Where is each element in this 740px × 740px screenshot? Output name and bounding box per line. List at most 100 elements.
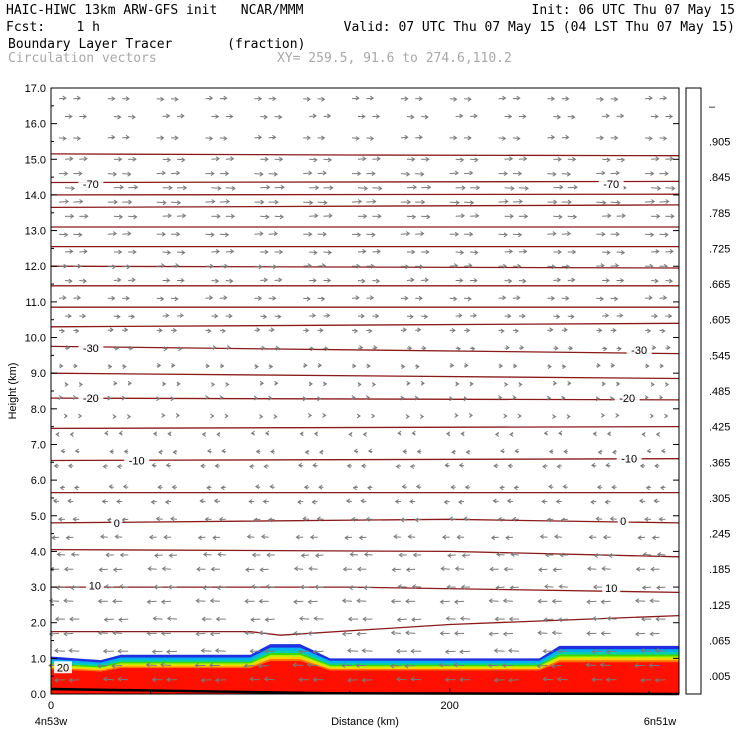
vector-arrowhead	[293, 566, 299, 572]
vector-arrowhead	[363, 213, 368, 219]
vector-arrowhead	[119, 552, 124, 558]
vector-arrow	[176, 251, 185, 254]
vector-arrowhead	[586, 566, 592, 572]
vector-arrowhead	[508, 248, 514, 254]
vector-arrowhead	[73, 363, 78, 369]
vector-arrowhead	[76, 136, 82, 141]
vector-arrowhead	[70, 551, 75, 557]
vector-arrowhead	[78, 382, 84, 387]
vector-arrowhead	[64, 199, 70, 204]
vector-arrowhead	[556, 114, 562, 120]
vector-arrowhead	[508, 156, 514, 162]
vector-arrowhead	[318, 484, 323, 490]
vector-arrowhead	[263, 464, 268, 469]
vector-arrowhead	[361, 648, 366, 654]
vector-arrow	[303, 172, 312, 175]
vector-arrowhead	[166, 677, 171, 683]
colorbar-frame	[685, 87, 702, 695]
vector-arrow	[244, 665, 255, 667]
vector-arrowhead	[329, 185, 334, 191]
vector-arrowhead	[469, 381, 474, 387]
vector-arrowhead	[542, 648, 547, 654]
vector-arrowhead	[166, 278, 171, 283]
vector-arrowhead	[116, 464, 122, 469]
vector-arrowhead	[398, 552, 403, 558]
vector-arrowhead	[272, 96, 277, 102]
vector-arrowhead	[508, 114, 513, 119]
vector-arrowhead	[460, 584, 465, 590]
vector-arrowhead	[312, 462, 317, 468]
vector-arrow	[351, 137, 359, 139]
vector-arrowhead	[550, 96, 556, 102]
vector-arrowhead	[551, 264, 556, 270]
vector-arrow	[293, 600, 304, 603]
vector-arrowhead	[371, 382, 377, 387]
vector-arrow	[454, 664, 465, 666]
vector-arrow	[170, 297, 178, 300]
vector-arrowhead	[254, 484, 260, 490]
vector-arrow	[496, 586, 505, 589]
colorbar-label: .245	[709, 529, 730, 541]
vector-arrowhead	[645, 485, 650, 491]
vector-arrowhead	[72, 516, 77, 522]
vector-arrowhead	[319, 327, 324, 333]
vector-arrowhead	[601, 381, 606, 387]
vector-arrowhead	[55, 585, 60, 591]
vector-arrowhead	[620, 157, 626, 163]
vector-arrow	[659, 97, 667, 100]
vector-arrow	[421, 116, 429, 118]
vector-arrowhead	[402, 449, 407, 455]
vector-arrowhead	[606, 250, 611, 256]
vector-arrowhead	[536, 663, 541, 669]
colorbar-label: .785	[709, 208, 730, 220]
vector-arrowhead	[502, 136, 507, 141]
colorbar-label: .665	[709, 279, 730, 291]
colorbar-label: .065	[709, 636, 730, 648]
vector-arrowhead	[171, 484, 176, 490]
vector-arrow	[665, 158, 674, 160]
vector-arrowhead	[293, 599, 298, 605]
vector-arrowhead	[214, 313, 219, 319]
vector-arrowhead	[54, 648, 59, 654]
vector-arrowhead	[118, 617, 123, 623]
vector-arrow	[415, 265, 423, 268]
vector-arrow	[554, 536, 562, 538]
vector-arrowhead	[48, 598, 54, 604]
vector-arrowhead	[51, 535, 56, 541]
vector-arrow	[128, 116, 136, 118]
vector-arrowhead	[363, 551, 369, 557]
vector-arrowhead	[316, 516, 321, 522]
vector-arrowhead	[126, 414, 132, 420]
vector-arrowhead	[391, 567, 396, 573]
vector-arrowhead	[249, 464, 254, 469]
vector-arrowhead	[220, 363, 225, 369]
vector-arrowhead	[457, 499, 463, 505]
vector-arrowhead	[102, 676, 108, 682]
vector-arrowhead	[109, 327, 114, 333]
vector-arrowhead	[668, 114, 674, 119]
vector-arrowhead	[163, 534, 168, 540]
vector-arrowhead	[108, 364, 113, 370]
title-line-1-left: HAIC-HIWC 13km ARW-GFS init NCAR/MMM	[6, 3, 304, 18]
vector-arrowhead	[599, 296, 605, 302]
vector-arrowhead	[476, 185, 481, 191]
vector-arrow	[219, 297, 227, 299]
isotherm-6	[50, 265, 680, 269]
vector-arrow	[616, 251, 625, 254]
vector-arrow	[303, 265, 311, 267]
vector-arrowhead	[464, 362, 469, 368]
vector-arrow	[100, 536, 108, 538]
vector-arrowhead	[405, 264, 410, 270]
vector-arrowhead	[176, 200, 182, 206]
vector-arrowhead	[211, 199, 216, 204]
vector-arrow	[449, 297, 457, 300]
vector-arrow	[205, 297, 213, 299]
vector-arrowhead	[321, 135, 326, 141]
vector-arrowhead	[119, 184, 124, 190]
isotherm-1	[50, 180, 680, 184]
vector-arrowhead	[596, 484, 602, 490]
vector-arrow	[98, 632, 108, 634]
vector-arrowhead	[549, 327, 554, 333]
y-axis-label: Height (km)	[7, 363, 19, 420]
